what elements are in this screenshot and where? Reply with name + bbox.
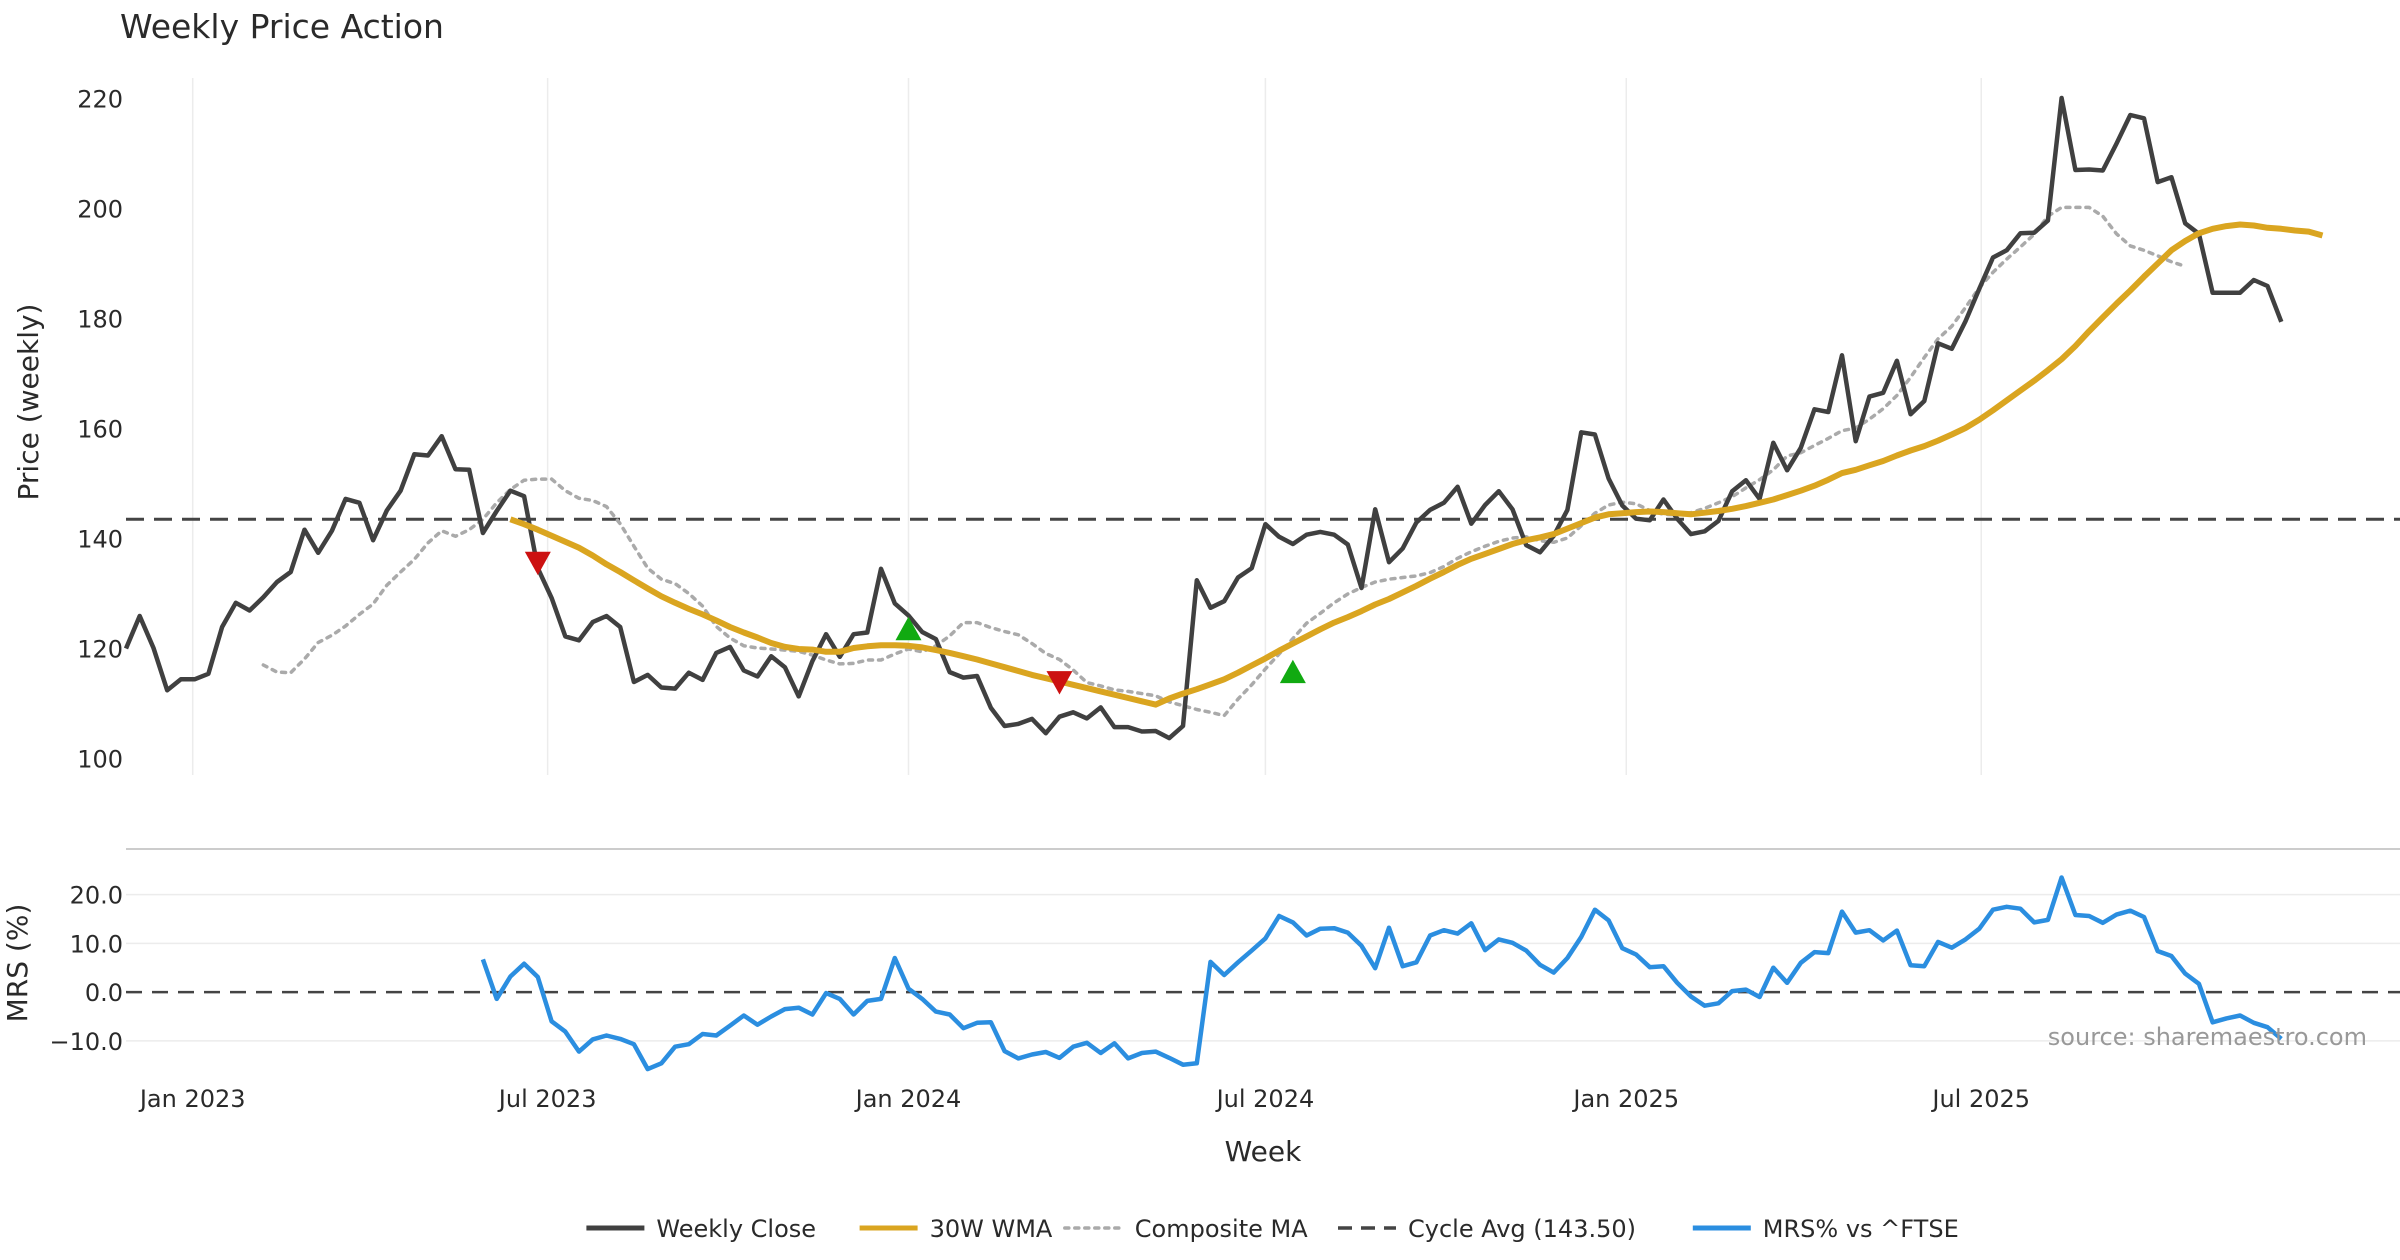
x-tick-label: Jul 2025 [1930, 1085, 2030, 1113]
legend: Weekly Close 30W WMA Composite MA Cycle Avg… [586, 1215, 1959, 1243]
legend-label: Weekly Close [656, 1215, 816, 1243]
x-tick-label: Jan 2025 [1571, 1085, 1679, 1113]
series-line-30w-wma [509, 221, 2324, 708]
mrs-y-tick-label: 10.0 [70, 930, 123, 958]
x-tick-label: Jul 2023 [497, 1085, 597, 1113]
x-axis-label: Week [1225, 1135, 1302, 1168]
price-y-tick-label: 120 [77, 636, 123, 664]
price-y-tick-label: 160 [77, 416, 123, 444]
series-line-mrs [480, 875, 2283, 1072]
series-line-weekly-close [123, 95, 2284, 741]
mrs-panel: 20.0 10.0 0.0 −10.0 MRS (%) source: sharema… [1, 875, 2400, 1072]
series-line-composite-ma [261, 205, 2187, 718]
mrs-y-tick-label: −10.0 [49, 1028, 123, 1056]
buy-signal-marker [895, 616, 922, 641]
source-credit: source: sharemaestro.com [2048, 1023, 2367, 1051]
x-tick-label: Jul 2024 [1215, 1085, 1315, 1113]
legend-label: MRS% vs ^FTSE [1763, 1215, 1959, 1243]
legend-label: Cycle Avg (143.50) [1408, 1215, 1636, 1243]
x-tick-label: Jan 2024 [854, 1085, 962, 1113]
mrs-y-tick-label: 0.0 [85, 979, 123, 1007]
chart-title: Weekly Price Action [120, 7, 444, 46]
mrs-y-axis-label: MRS (%) [1, 904, 34, 1023]
price-y-tick-label: 140 [77, 526, 123, 554]
mrs-y-tick-label: 20.0 [70, 882, 123, 910]
price-y-tick-label: 220 [77, 86, 123, 114]
buy-signal-marker [1279, 659, 1306, 684]
price-y-tick-label: 200 [77, 196, 123, 224]
price-panel: 100 120 140 160 180 200 220 Price (weekly) [12, 78, 2400, 775]
price-y-axis-label: Price (weekly) [12, 304, 45, 501]
sell-signal-marker [1046, 671, 1073, 695]
sell-signal-marker [524, 551, 551, 576]
price-y-tick-label: 100 [77, 746, 123, 774]
price-y-tick-label: 180 [77, 306, 123, 334]
x-tick-label: Jan 2023 [138, 1085, 246, 1113]
legend-label: 30W WMA [930, 1215, 1053, 1243]
legend-label: Composite MA [1135, 1215, 1308, 1243]
